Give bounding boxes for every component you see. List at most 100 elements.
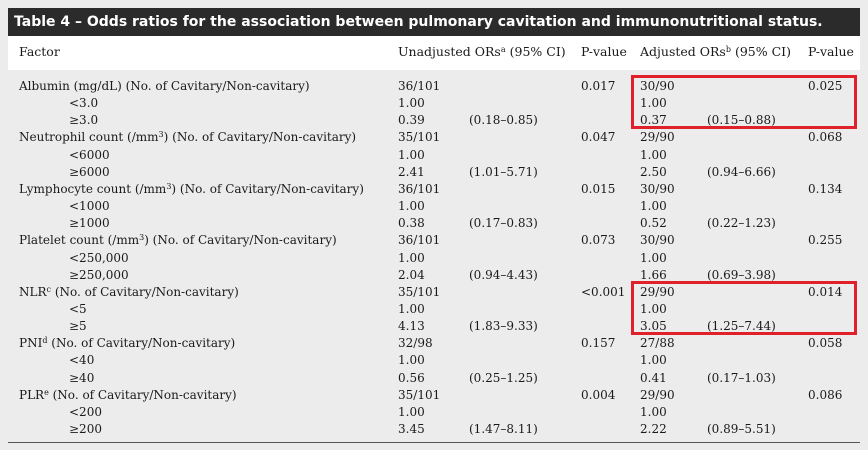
row-pvalue-adjusted: 0.058: [808, 336, 843, 350]
row-unadjusted-or: 2.41: [398, 165, 425, 179]
row-factor-tail: ) (No. of Cavitary/Non-cavitary): [171, 182, 364, 196]
row-adjusted-or: 30/90: [640, 182, 675, 196]
row-subgroup: ≥250,000: [69, 268, 129, 282]
row-adjusted-or: 2.50: [640, 165, 667, 179]
row-unadjusted-or: 4.13: [398, 319, 425, 333]
row-pvalue-unadjusted: <0.001: [581, 285, 626, 299]
row-adjusted-or: 0.41: [640, 371, 667, 385]
row-unadjusted-or: 1.00: [398, 148, 425, 162]
row-adjusted-or: 2.22: [640, 422, 667, 436]
row-unadjusted-or: 36/101: [398, 233, 441, 247]
row-factor-tail: (No. of Cavitary/Non-cavitary): [51, 285, 239, 299]
row-adjusted-or: 1.00: [640, 148, 667, 162]
row-factor: PNId (No. of Cavitary/Non-cavitary): [19, 335, 235, 351]
row-unadjusted-or: 1.00: [398, 302, 425, 316]
row-unadjusted-or: 0.38: [398, 216, 425, 230]
row-adjusted-or: 3.05: [640, 319, 667, 333]
row-unadjusted-ci: (0.94–4.43): [469, 268, 538, 282]
row-adjusted-or: 30/90: [640, 233, 675, 247]
row-subgroup: <250,000: [69, 251, 129, 265]
row-adjusted-ci: (0.89–5.51): [707, 422, 776, 436]
header-pvalue-unadjusted: P-value: [581, 44, 627, 59]
row-factor-tail: ) (No. of Cavitary/Non-cavitary): [163, 130, 357, 144]
row-unadjusted-or: 36/101: [398, 79, 441, 93]
table-title: Table 4 – Odds ratios for the associatio…: [8, 8, 860, 36]
table-body: [8, 70, 860, 442]
row-adjusted-ci: (0.22–1.23): [707, 216, 776, 230]
row-adjusted-or: 30/90: [640, 79, 675, 93]
header-unadjusted-label: Unadjusted ORs: [398, 44, 501, 59]
row-adjusted-or: 1.66: [640, 268, 667, 282]
header-unadjusted: Unadjusted ORsa (95% CI): [398, 44, 566, 60]
row-factor: Platelet count (/mm3) (No. of Cavitary/N…: [19, 232, 337, 248]
row-factor-tail: (No. of Cavitary/Non-cavitary): [47, 336, 236, 350]
row-unadjusted-or: 35/101: [398, 130, 441, 144]
row-unadjusted-or: 32/98: [398, 336, 433, 350]
row-unadjusted-or: 3.45: [398, 422, 425, 436]
row-pvalue-adjusted: 0.025: [808, 79, 843, 93]
row-factor-label: NLR: [19, 285, 47, 299]
row-adjusted-ci: (0.94–6.66): [707, 165, 776, 179]
row-subgroup: <3.0: [69, 96, 99, 110]
row-pvalue-adjusted: 0.086: [808, 388, 843, 402]
row-factor-superscript: e: [44, 388, 49, 397]
row-adjusted-ci: (0.15–0.88): [707, 113, 776, 127]
row-pvalue-adjusted: 0.014: [808, 285, 843, 299]
row-adjusted-or: 27/88: [640, 336, 675, 350]
row-subgroup: <5: [69, 302, 87, 316]
row-factor: PLRe (No. of Cavitary/Non-cavitary): [19, 387, 237, 403]
row-pvalue-adjusted: 0.134: [808, 182, 843, 196]
row-pvalue-unadjusted: 0.015: [581, 182, 616, 196]
row-unadjusted-or: 35/101: [398, 285, 441, 299]
row-unadjusted-or: 0.39: [398, 113, 425, 127]
row-unadjusted-or: 0.56: [398, 371, 425, 385]
header-factor: Factor: [19, 44, 60, 59]
highlight-box-nlr: [631, 281, 857, 335]
row-adjusted-or: 1.00: [640, 251, 667, 265]
row-factor-label: Platelet count (/mm: [19, 233, 140, 247]
row-factor: Lymphocyte count (/mm3) (No. of Cavitary…: [19, 181, 364, 197]
row-subgroup: <200: [69, 405, 102, 419]
row-adjusted-or: 29/90: [640, 285, 675, 299]
row-factor: Neutrophil count (/mm3) (No. of Cavitary…: [19, 129, 356, 145]
row-adjusted-ci: (1.25–7.44): [707, 319, 776, 333]
row-factor-label: Lymphocyte count (/mm: [19, 182, 167, 196]
header-adjusted-label: Adjusted ORs: [640, 44, 726, 59]
row-adjusted-ci: (0.69–3.98): [707, 268, 776, 282]
row-subgroup: ≥200: [69, 422, 102, 436]
header-adjusted-ci: (95% CI): [734, 44, 791, 59]
row-factor-tail: ) (No. of Cavitary/Non-cavitary): [144, 233, 337, 247]
row-factor-superscript: c: [46, 285, 51, 294]
row-factor: Albumin (mg/dL) (No. of Cavitary/Non-cav…: [19, 79, 310, 93]
row-factor-superscript: d: [42, 336, 48, 345]
row-adjusted-or: 29/90: [640, 388, 675, 402]
row-adjusted-or: 1.00: [640, 405, 667, 419]
header-pvalue-adjusted: P-value: [808, 44, 854, 59]
row-unadjusted-ci: (1.01–5.71): [469, 165, 538, 179]
row-pvalue-unadjusted: 0.157: [581, 336, 616, 350]
row-unadjusted-or: 1.00: [398, 405, 425, 419]
row-pvalue-unadjusted: 0.004: [581, 388, 616, 402]
row-factor: NLRc (No. of Cavitary/Non-cavitary): [19, 284, 239, 300]
row-unadjusted-or: 1.00: [398, 199, 425, 213]
row-pvalue-adjusted: 0.255: [808, 233, 843, 247]
row-adjusted-or: 1.00: [640, 353, 667, 367]
row-pvalue-adjusted: 0.068: [808, 130, 843, 144]
row-factor-superscript: 3: [139, 233, 145, 242]
table-bottom-rule: [8, 442, 860, 443]
header-adjusted-footnote: b: [725, 45, 731, 54]
row-adjusted-or: 1.00: [640, 302, 667, 316]
row-factor-superscript: 3: [166, 182, 172, 191]
row-unadjusted-or: 1.00: [398, 96, 425, 110]
row-adjusted-ci: (0.17–1.03): [707, 371, 776, 385]
row-pvalue-unadjusted: 0.073: [581, 233, 616, 247]
row-factor-label: PLR: [19, 388, 45, 402]
row-factor-label: PNI: [19, 336, 43, 350]
row-adjusted-or: 29/90: [640, 130, 675, 144]
row-adjusted-or: 0.52: [640, 216, 667, 230]
row-factor-tail: (No. of Cavitary/Non-cavitary): [48, 388, 237, 402]
row-unadjusted-ci: (1.47–8.11): [469, 422, 538, 436]
row-unadjusted-ci: (0.18–0.85): [469, 113, 538, 127]
row-unadjusted-ci: (0.17–0.83): [469, 216, 538, 230]
row-subgroup: ≥3.0: [69, 113, 99, 127]
